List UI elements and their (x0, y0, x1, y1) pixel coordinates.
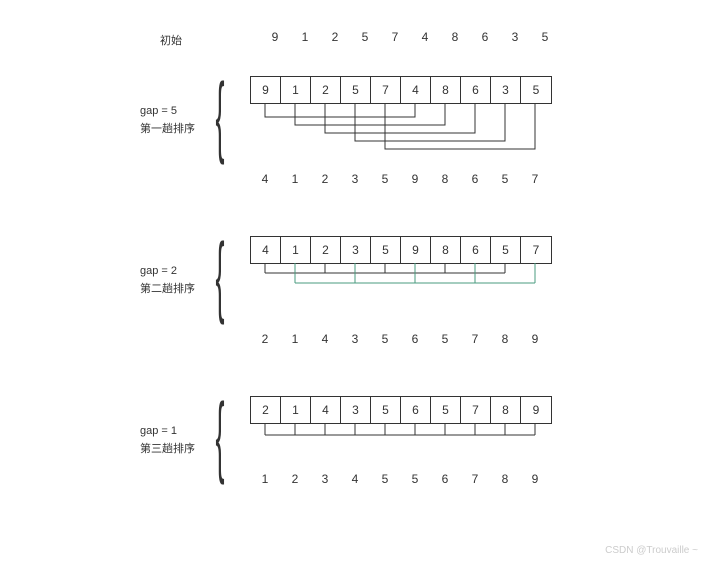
box-cell: 5 (341, 77, 371, 103)
value-cell: 8 (490, 332, 520, 346)
value-cell: 1 (250, 472, 280, 486)
value-cell: 9 (260, 30, 290, 44)
pass1-boxed: 9125748635 (250, 76, 552, 104)
value-cell: 9 (520, 332, 550, 346)
gap1-label: gap = 5 (140, 105, 177, 117)
brace-1: { (216, 65, 225, 168)
value-cell: 1 (280, 172, 310, 186)
value-cell: 5 (370, 472, 400, 486)
value-cell: 2 (280, 472, 310, 486)
box-cell: 8 (491, 397, 521, 423)
box-cell: 5 (491, 237, 521, 263)
value-cell: 7 (460, 472, 490, 486)
value-cell: 2 (310, 172, 340, 186)
gap3-label: gap = 1 (140, 425, 177, 437)
box-cell: 2 (311, 77, 341, 103)
value-cell: 8 (430, 172, 460, 186)
value-cell: 4 (340, 472, 370, 486)
box-cell: 9 (251, 77, 281, 103)
box-cell: 6 (401, 397, 431, 423)
pass3-label: 第三趟排序 (140, 440, 195, 456)
box-cell: 1 (281, 397, 311, 423)
value-cell: 8 (490, 472, 520, 486)
box-cell: 5 (371, 237, 401, 263)
box-cell: 4 (251, 237, 281, 263)
pass2-label: 第二趟排序 (140, 280, 195, 296)
value-cell: 5 (370, 332, 400, 346)
box-cell: 7 (461, 397, 491, 423)
pass1-label: 第一趟排序 (140, 120, 195, 136)
box-cell: 5 (371, 397, 401, 423)
value-cell: 5 (530, 30, 560, 44)
initial-label: 初始 (160, 32, 182, 48)
box-cell: 7 (371, 77, 401, 103)
value-cell: 3 (340, 332, 370, 346)
box-cell: 7 (521, 237, 551, 263)
value-cell: 3 (500, 30, 530, 44)
value-cell: 3 (310, 472, 340, 486)
pass1-result: 4123598657 (250, 172, 550, 186)
value-cell: 4 (250, 172, 280, 186)
value-cell: 5 (350, 30, 380, 44)
value-cell: 5 (490, 172, 520, 186)
value-cell: 2 (250, 332, 280, 346)
box-cell: 3 (341, 397, 371, 423)
box-cell: 8 (431, 237, 461, 263)
pass3-result: 1234556789 (250, 472, 550, 486)
box-cell: 6 (461, 77, 491, 103)
value-cell: 7 (460, 332, 490, 346)
pass1-connectors (250, 103, 560, 163)
box-cell: 2 (311, 237, 341, 263)
value-cell: 4 (410, 30, 440, 44)
value-cell: 5 (370, 172, 400, 186)
box-cell: 9 (401, 237, 431, 263)
value-cell: 5 (400, 472, 430, 486)
value-cell: 1 (280, 332, 310, 346)
initial-values: 9125748635 (260, 30, 560, 44)
value-cell: 7 (520, 172, 550, 186)
value-cell: 7 (380, 30, 410, 44)
value-cell: 2 (320, 30, 350, 44)
gap2-label: gap = 2 (140, 265, 177, 277)
value-cell: 9 (520, 472, 550, 486)
value-cell: 3 (340, 172, 370, 186)
pass3-boxed: 2143565789 (250, 396, 552, 424)
box-cell: 5 (521, 77, 551, 103)
pass2-boxed: 4123598657 (250, 236, 552, 264)
box-cell: 8 (431, 77, 461, 103)
value-cell: 6 (460, 172, 490, 186)
value-cell: 8 (440, 30, 470, 44)
box-cell: 1 (281, 77, 311, 103)
pass3-connectors (250, 423, 560, 448)
box-cell: 4 (311, 397, 341, 423)
pass2-result: 2143565789 (250, 332, 550, 346)
value-cell: 6 (470, 30, 500, 44)
value-cell: 1 (290, 30, 320, 44)
pass2-connectors (250, 263, 560, 303)
box-cell: 3 (341, 237, 371, 263)
box-cell: 4 (401, 77, 431, 103)
box-cell: 6 (461, 237, 491, 263)
value-cell: 9 (400, 172, 430, 186)
brace-3: { (216, 385, 225, 488)
watermark: CSDN @Trouvaille ~ (605, 545, 698, 556)
box-cell: 1 (281, 237, 311, 263)
box-cell: 9 (521, 397, 551, 423)
value-cell: 6 (430, 472, 460, 486)
value-cell: 6 (400, 332, 430, 346)
box-cell: 3 (491, 77, 521, 103)
box-cell: 5 (431, 397, 461, 423)
box-cell: 2 (251, 397, 281, 423)
brace-2: { (216, 225, 225, 328)
value-cell: 4 (310, 332, 340, 346)
value-cell: 5 (430, 332, 460, 346)
